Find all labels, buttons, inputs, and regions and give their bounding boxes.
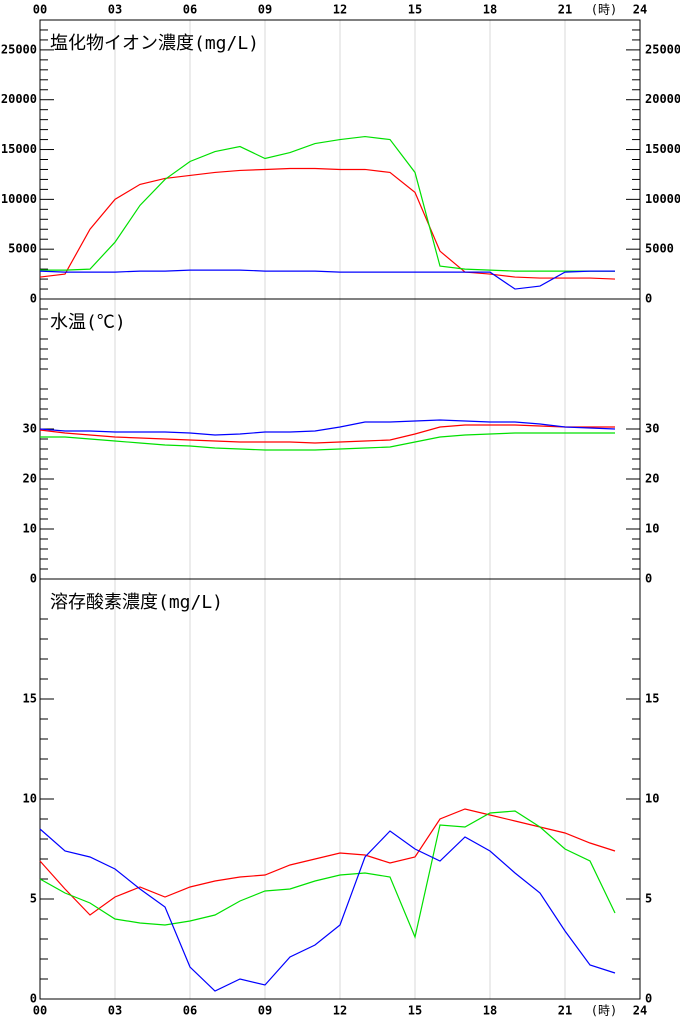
y-tick-label-right: 25000 — [645, 42, 680, 56]
data-line — [39, 167, 616, 280]
x-tick-label: 09 — [258, 1004, 272, 1018]
y-tick-label: 30 — [23, 422, 37, 436]
y-tick-label-right: 15 — [645, 692, 659, 706]
x-tick-label: 24 — [633, 1004, 647, 1018]
y-tick-label: 20 — [23, 472, 37, 486]
x-tick-label: 00 — [33, 1004, 47, 1018]
y-tick-label-right: 0 — [645, 572, 652, 586]
y-tick-label: 20000 — [1, 92, 37, 106]
y-tick-label-right: 0 — [645, 992, 652, 1006]
data-line — [40, 135, 615, 272]
x-tick-label: 15 — [408, 1004, 422, 1018]
y-tick-label: 10 — [23, 522, 37, 536]
panel-title: 溶存酸素濃度(mg/L) — [50, 592, 223, 613]
x-tick-label: 24 — [633, 3, 647, 17]
data-line — [39, 808, 616, 916]
x-tick-label: 15 — [408, 3, 422, 17]
y-tick-label: 15 — [23, 692, 37, 706]
y-tick-label: 10000 — [1, 192, 37, 206]
data-line — [40, 432, 615, 451]
y-tick-label: 5 — [30, 892, 37, 906]
y-tick-label-right: 20000 — [645, 92, 680, 106]
x-tick-label: 21 — [558, 3, 572, 17]
data-line — [39, 810, 616, 939]
y-tick-label: 15000 — [1, 142, 37, 156]
x-tick-label: 12 — [333, 3, 347, 17]
x-tick-label: 09 — [258, 3, 272, 17]
x-tick-label: 18 — [483, 3, 497, 17]
plot-frame — [39, 578, 641, 1000]
y-tick-label-right: 10 — [645, 522, 659, 536]
y-tick-label-right: 10000 — [645, 192, 680, 206]
y-tick-label-right: 0 — [645, 292, 652, 306]
y-tick-label-right: 20 — [645, 472, 659, 486]
data-line — [39, 424, 615, 444]
x-tick-label: 21 — [558, 1004, 572, 1018]
x-tick-label: 03 — [108, 3, 122, 17]
y-tick-label: 10 — [23, 792, 37, 806]
y-tick-label-right: 5000 — [645, 242, 674, 256]
y-tick-label: 0 — [30, 992, 37, 1006]
data-line — [39, 828, 616, 992]
x-tick-label: 03 — [108, 1004, 122, 1018]
y-tick-label: 5000 — [8, 242, 37, 256]
y-tick-label-right: 10 — [645, 792, 659, 806]
y-tick-label-right: 5 — [645, 892, 652, 906]
x-axis-unit: (時) — [591, 3, 617, 17]
panel-title: 塩化物イオン濃度(mg/L) — [50, 33, 259, 54]
y-tick-label-right: 30 — [645, 422, 659, 436]
x-tick-label: 00 — [33, 3, 47, 17]
data-line — [39, 419, 616, 436]
x-tick-label: 06 — [183, 3, 197, 17]
x-tick-label: 12 — [333, 1004, 347, 1018]
x-tick-label: 18 — [483, 1004, 497, 1018]
data-line — [39, 269, 615, 290]
y-tick-label-right: 15000 — [645, 142, 680, 156]
y-tick-label: 25000 — [1, 42, 37, 56]
panel-title: 水温(℃) — [50, 312, 126, 333]
y-tick-label: 0 — [30, 292, 37, 306]
x-axis-unit: (時) — [591, 1004, 617, 1018]
x-tick-label: 06 — [183, 1004, 197, 1018]
y-tick-label: 0 — [30, 572, 37, 586]
